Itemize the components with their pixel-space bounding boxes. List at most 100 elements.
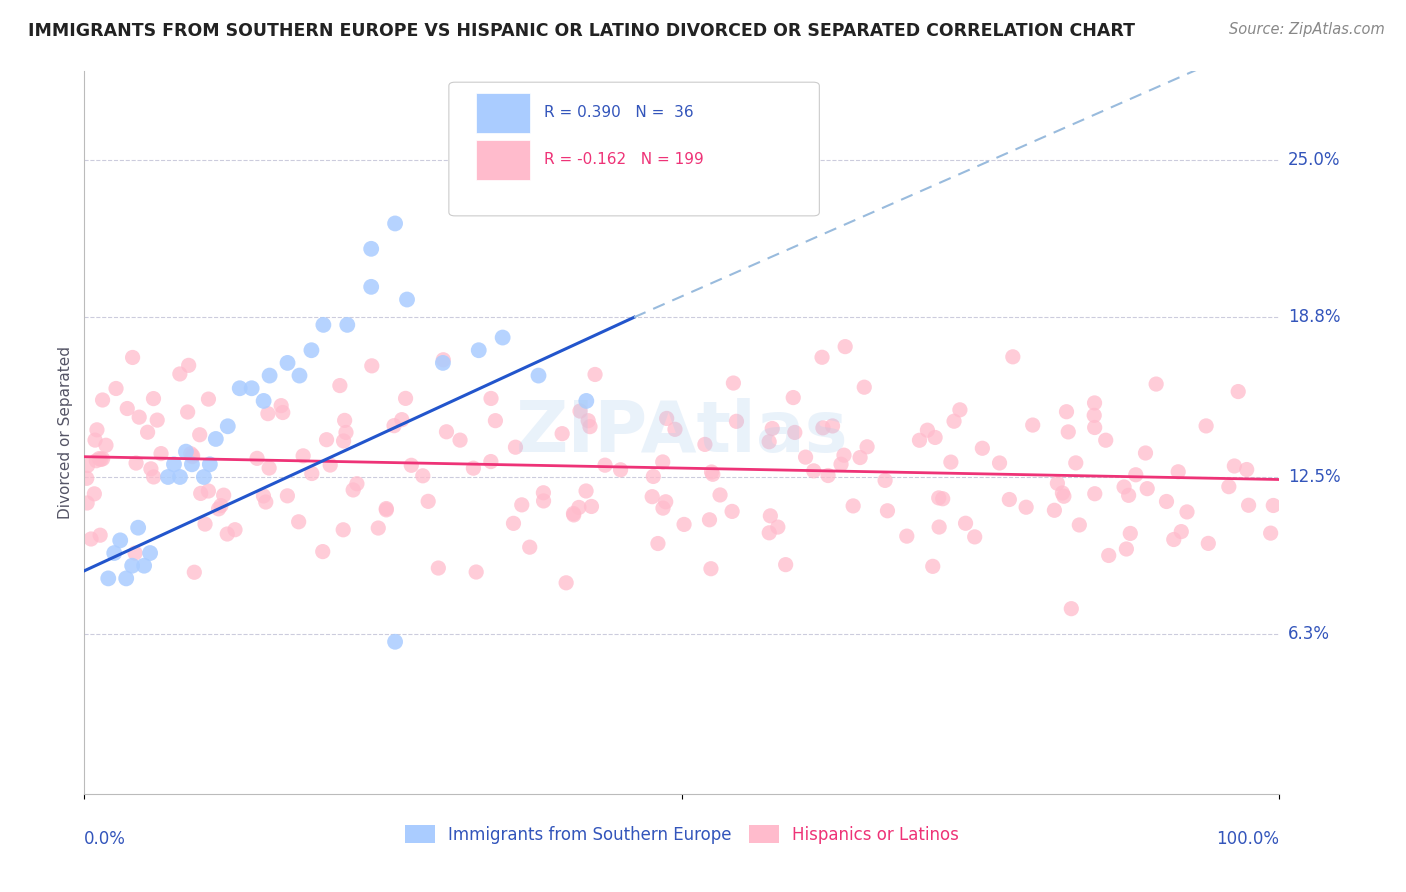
Point: [401, 458, 423, 473]
Point: [1218, 480, 1240, 494]
Point: [1043, 503, 1066, 517]
Point: [463, 461, 485, 475]
Point: [177, 359, 200, 373]
Point: [1197, 536, 1219, 550]
Point: [908, 434, 931, 448]
Point: [832, 448, 855, 462]
Point: [1156, 494, 1178, 508]
Point: [830, 457, 852, 471]
Point: [194, 517, 217, 532]
Point: [782, 391, 804, 405]
Point: [315, 433, 337, 447]
Text: ZIPAtlas: ZIPAtlas: [516, 398, 848, 467]
Point: [181, 450, 204, 464]
Point: [270, 399, 292, 413]
Point: [427, 561, 450, 575]
Point: [360, 242, 382, 256]
Point: [1170, 524, 1192, 539]
Point: [240, 381, 263, 395]
Point: [394, 392, 416, 406]
Point: [252, 489, 274, 503]
Point: [972, 442, 994, 456]
Point: [367, 521, 389, 535]
Point: [581, 500, 603, 514]
Point: [1057, 425, 1080, 439]
Point: [84, 433, 107, 447]
Point: [875, 474, 897, 488]
Point: [821, 419, 844, 434]
Text: Source: ZipAtlas.com: Source: ZipAtlas.com: [1229, 22, 1385, 37]
Text: 12.5%: 12.5%: [1288, 468, 1340, 486]
Point: [277, 356, 299, 370]
Point: [312, 544, 335, 558]
Point: [257, 407, 280, 421]
Point: [1260, 526, 1282, 541]
Point: [1135, 446, 1157, 460]
Point: [533, 494, 555, 508]
Point: [1175, 505, 1198, 519]
Point: [150, 447, 173, 461]
Point: [253, 393, 276, 408]
Point: [176, 405, 198, 419]
Point: [702, 467, 724, 482]
Point: [943, 414, 966, 428]
Point: [465, 565, 488, 579]
Point: [794, 450, 817, 464]
Point: [721, 504, 744, 518]
Text: R = 0.390   N =  36: R = 0.390 N = 36: [544, 105, 695, 120]
Point: [1098, 549, 1121, 563]
Point: [91, 451, 114, 466]
Point: [1052, 486, 1074, 500]
Point: [700, 465, 723, 479]
Point: [917, 423, 939, 437]
Point: [229, 381, 252, 395]
Point: [803, 464, 825, 478]
Point: [257, 461, 280, 475]
Point: [955, 516, 977, 531]
Point: [198, 458, 221, 472]
Text: 0.0%: 0.0%: [84, 830, 127, 848]
Point: [94, 438, 117, 452]
Point: [1236, 462, 1258, 476]
Point: [1125, 467, 1147, 482]
Point: [125, 456, 148, 470]
Point: [1064, 456, 1087, 470]
Point: [292, 449, 315, 463]
Point: [319, 458, 342, 472]
Point: [575, 483, 598, 498]
Point: [169, 367, 191, 381]
Point: [436, 425, 458, 439]
Point: [312, 318, 335, 332]
Point: [1069, 518, 1091, 533]
Point: [288, 368, 311, 383]
Text: IMMIGRANTS FROM SOUTHERN EUROPE VS HISPANIC OR LATINO DIVORCED OR SEPARATED CORR: IMMIGRANTS FROM SOUTHERN EUROPE VS HISPA…: [28, 22, 1135, 40]
Point: [1118, 488, 1140, 502]
Point: [928, 520, 950, 534]
Point: [1056, 405, 1078, 419]
Point: [699, 513, 721, 527]
Point: [811, 351, 834, 365]
Point: [375, 501, 398, 516]
Point: [418, 494, 440, 508]
Point: [575, 393, 598, 408]
Legend: Immigrants from Southern Europe, Hispanics or Latinos: Immigrants from Southern Europe, Hispani…: [398, 819, 966, 851]
Point: [1223, 458, 1246, 473]
Point: [181, 449, 204, 463]
Point: [287, 515, 309, 529]
Point: [673, 517, 696, 532]
Point: [775, 558, 797, 572]
Point: [412, 468, 434, 483]
Point: [1094, 434, 1116, 448]
Point: [766, 520, 789, 534]
Point: [527, 368, 550, 383]
Point: [579, 419, 602, 434]
Point: [89, 451, 111, 466]
Point: [209, 499, 232, 513]
Point: [146, 413, 169, 427]
Point: [97, 571, 120, 585]
Point: [1227, 384, 1250, 399]
Point: [761, 421, 783, 435]
Point: [89, 528, 111, 542]
Point: [115, 571, 138, 585]
Point: [723, 376, 745, 390]
